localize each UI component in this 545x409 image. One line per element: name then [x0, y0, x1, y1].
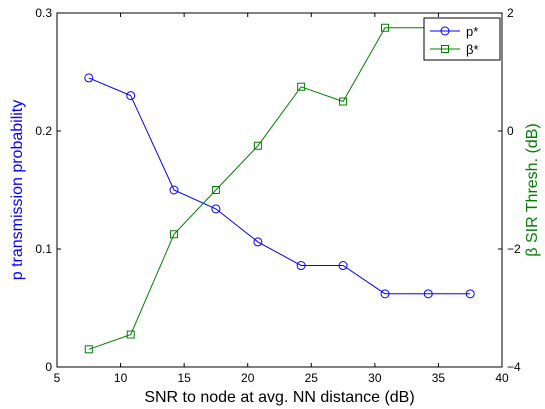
- data-point-beta: [339, 97, 348, 106]
- data-point-p: [253, 237, 263, 247]
- right-axis-title: β SIR Thresh. (dB): [524, 123, 541, 256]
- data-point-p: [296, 261, 306, 271]
- right-tick-label: 2: [507, 6, 514, 20]
- x-tick-label: 10: [114, 371, 128, 385]
- x-axis-title: SNR to node at avg. NN distance (dB): [144, 389, 414, 406]
- data-point-beta: [381, 23, 390, 32]
- x-tick-label: 25: [305, 371, 319, 385]
- data-point-p: [84, 73, 94, 83]
- plot-frame: [56, 12, 503, 368]
- right-tick-label: 0: [507, 124, 514, 138]
- x-tick-label: 30: [368, 371, 382, 385]
- data-point-p: [380, 289, 390, 299]
- plot-area: [56, 12, 503, 368]
- data-point-beta: [169, 230, 178, 239]
- data-point-p: [423, 289, 433, 299]
- data-point-beta: [126, 330, 135, 339]
- data-point-p: [169, 185, 179, 195]
- data-point-p: [465, 289, 475, 299]
- left-axis-ticks: 0 0.1 0.2 0.3: [35, 6, 61, 374]
- x-axis-ticks: 5 10 15 20 25 30 35 40: [54, 13, 509, 385]
- data-point-p: [338, 261, 348, 271]
- legend-marker-p: [440, 26, 450, 36]
- right-tick-label: −2: [507, 242, 521, 256]
- x-tick-label: 40: [495, 371, 509, 385]
- series-line-0: [88, 77, 471, 295]
- data-point-beta: [297, 82, 306, 91]
- left-tick-label: 0.2: [35, 124, 52, 138]
- left-axis-title: p transmission probability: [9, 100, 26, 281]
- legend-box: [423, 17, 501, 61]
- legend: p* β*: [423, 17, 501, 61]
- right-tick-label: −4: [507, 360, 521, 374]
- data-point-p: [126, 91, 136, 101]
- x-tick-label: 20: [241, 371, 255, 385]
- left-tick-label: 0.1: [35, 242, 52, 256]
- series-line-1: [88, 27, 429, 350]
- right-axis-ticks: −4 −2 0 2: [498, 6, 521, 374]
- data-point-beta: [253, 141, 262, 150]
- left-tick-label: 0.3: [35, 6, 52, 20]
- legend-marker-beta: [441, 45, 449, 53]
- legend-label-beta: β*: [466, 42, 479, 57]
- data-point-p: [211, 204, 221, 214]
- x-tick-label: 5: [54, 371, 61, 385]
- series-layer: [84, 23, 475, 354]
- data-point-beta: [84, 345, 93, 354]
- legend-label-p: p*: [466, 24, 478, 39]
- data-point-beta: [211, 186, 220, 194]
- x-tick-label: 35: [432, 371, 446, 385]
- left-tick-label: 0: [45, 360, 52, 374]
- x-tick-label: 15: [177, 371, 191, 385]
